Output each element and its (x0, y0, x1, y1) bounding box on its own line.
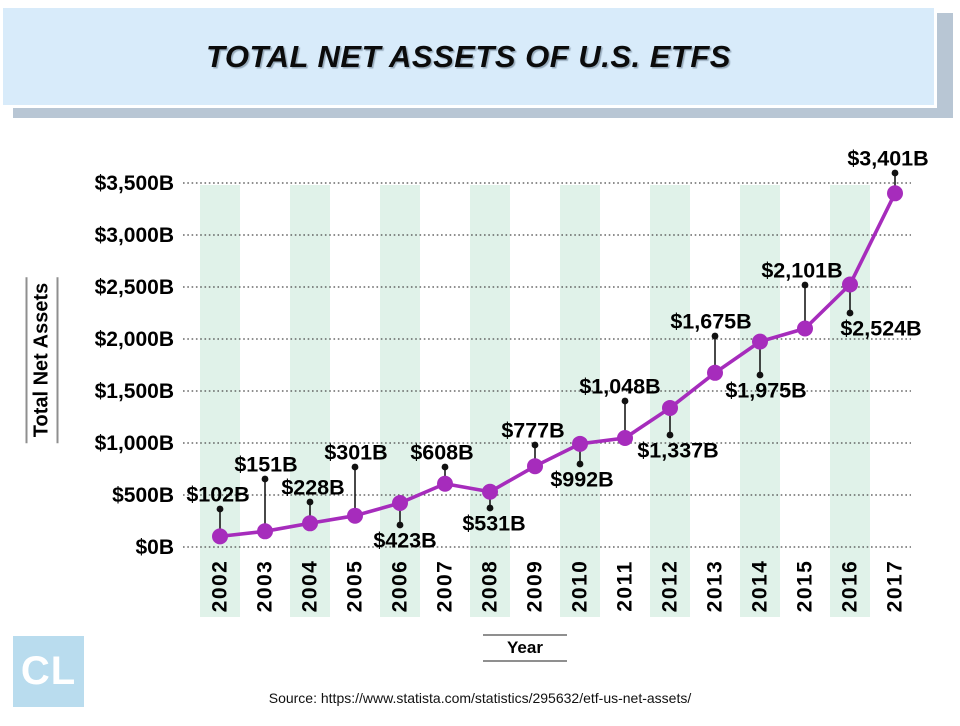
alt-year-band (830, 185, 870, 617)
x-axis-tick-label: 2006 (389, 560, 412, 613)
y-axis-title: Total Net Assets (25, 276, 59, 444)
x-axis-tick-label: 2004 (299, 560, 322, 613)
data-point-marker (887, 185, 903, 202)
x-axis-tick-label: 2017 (884, 560, 907, 613)
label-leader-dot (891, 169, 899, 177)
x-axis-tick-label: 2016 (839, 560, 862, 613)
label-leader-dot (486, 504, 494, 512)
data-label: $102B (186, 483, 249, 507)
alt-year-band (470, 185, 510, 617)
data-label: $992B (550, 468, 613, 492)
data-point-marker (752, 333, 768, 350)
page-title: TOTAL NET ASSETS OF U.S. ETFS (206, 38, 731, 74)
title-banner: TOTAL NET ASSETS OF U.S. ETFS (0, 5, 937, 108)
x-axis-tick-label: 2008 (479, 560, 502, 613)
alt-year-band (200, 185, 240, 617)
data-label: $2,101B (761, 259, 842, 283)
y-axis-title-label: Total Net Assets (25, 276, 59, 444)
data-point-marker (662, 399, 678, 416)
data-point-marker (842, 276, 858, 293)
data-label: $228B (281, 476, 344, 500)
data-label: $1,975B (725, 379, 806, 403)
data-point-marker (392, 495, 408, 512)
data-label: $423B (373, 529, 436, 553)
label-leader-dot (621, 397, 629, 405)
y-axis-tick-label: $2,500B (95, 276, 174, 299)
label-leader-dot (351, 463, 359, 471)
data-point-marker (617, 430, 633, 447)
x-axis-tick-label: 2015 (794, 560, 817, 613)
data-point-marker (257, 523, 273, 540)
y-axis-tick-label: $0B (135, 536, 174, 559)
data-point-marker (572, 435, 588, 452)
alt-year-band (740, 185, 780, 617)
label-leader-dot (846, 309, 854, 317)
y-axis-tick-label: $500B (112, 484, 174, 507)
data-point-marker (302, 515, 318, 532)
data-label: $531B (462, 512, 525, 536)
label-leader-dot (216, 505, 224, 513)
x-axis-title: Year (483, 634, 567, 662)
alt-year-band (380, 185, 420, 617)
data-label: $3,401B (847, 147, 928, 171)
y-axis-tick-label: $3,000B (95, 224, 174, 247)
label-leader-dot (261, 475, 269, 483)
label-leader-dot (711, 332, 719, 340)
source-citation: Source: https://www.statista.com/statist… (268, 690, 692, 706)
data-label: $1,675B (670, 310, 751, 334)
data-label: $1,337B (637, 439, 718, 463)
x-axis-tick-label: 2013 (704, 560, 727, 613)
x-axis-tick-label: 2003 (254, 560, 277, 613)
data-point-marker (527, 458, 543, 475)
label-leader-dot (801, 281, 809, 289)
data-label: $608B (410, 441, 473, 465)
label-leader-dot (756, 371, 764, 379)
data-label: $777B (501, 419, 564, 443)
alt-year-band (560, 185, 600, 617)
x-axis-tick-label: 2005 (344, 560, 367, 613)
x-axis-tick-label: 2002 (209, 560, 232, 613)
y-axis-tick-label: $3,500B (95, 172, 174, 195)
y-axis-tick-label: $1,500B (95, 380, 174, 403)
series-line (219, 192, 897, 539)
data-label: $2,524B (840, 317, 921, 341)
data-point-marker (347, 507, 363, 524)
data-point-marker (212, 528, 228, 545)
data-label: $151B (234, 453, 297, 477)
y-axis-tick-label: $2,000B (95, 328, 174, 351)
y-axis-tick-label: $1,000B (95, 432, 174, 455)
x-axis-tick-label: 2007 (434, 560, 457, 613)
x-axis-tick-label: 2011 (614, 560, 637, 612)
label-leader-dot (666, 431, 674, 439)
label-leader-dot (306, 498, 314, 506)
data-label: $1,048B (579, 375, 660, 399)
label-leader-dot (441, 463, 449, 471)
x-axis-tick-label: 2014 (749, 560, 772, 613)
data-point-marker (437, 475, 453, 492)
alt-year-band (290, 185, 330, 617)
x-axis-tick-label: 2009 (524, 560, 547, 613)
label-leader-dot (396, 521, 404, 529)
cl-logo: CL (13, 636, 84, 707)
data-label: $301B (324, 441, 387, 465)
label-leader-dot (576, 460, 584, 468)
data-point-marker (707, 364, 723, 381)
data-point-marker (797, 320, 813, 337)
data-point-marker (482, 483, 498, 500)
x-axis-tick-label: 2012 (659, 560, 682, 613)
x-axis-tick-label: 2010 (569, 560, 592, 613)
label-leader-dot (531, 441, 539, 449)
